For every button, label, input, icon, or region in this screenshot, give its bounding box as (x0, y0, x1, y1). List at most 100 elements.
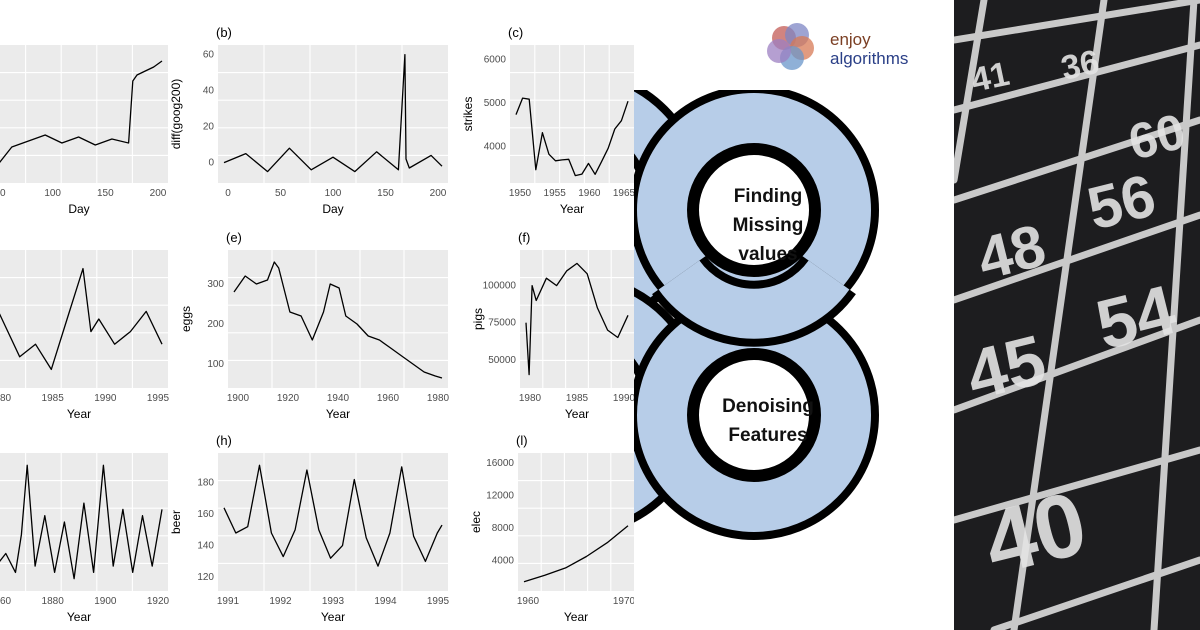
y-tick-label: 140 (197, 541, 214, 552)
y-tick-label: 20 (203, 122, 215, 133)
x-tick-label: 1980 (0, 393, 12, 404)
ring-bottom-line-2: Features (728, 425, 807, 446)
x-tick-label: 50 (275, 188, 287, 199)
plot-background (510, 45, 634, 183)
x-axis-label: Year (67, 407, 91, 421)
chart-panel: 0 50 100 150 200 0 20 40 60 Day diff(goog200) (b) (169, 25, 448, 216)
series-line (223, 464, 443, 567)
y-tick-label: 180 (197, 478, 214, 489)
x-axis-label: Day (322, 202, 343, 216)
x-tick-label: 150 (377, 188, 394, 199)
y-tick-label: 16000 (486, 458, 514, 469)
chart-panel: 1980 1985 1990 1995 Year (0, 250, 170, 421)
x-tick-label: 100 (325, 188, 342, 199)
x-axis-label: Year (564, 610, 588, 624)
plot-background (520, 250, 634, 388)
x-tick-label: 1965 (613, 188, 634, 199)
x-tick-label: 1960 (578, 188, 601, 199)
x-axis-label: Day (68, 202, 89, 216)
x-tick-label: 1960 (517, 596, 540, 607)
photo-number: 41 (968, 55, 1013, 100)
photo-number: 54 (1089, 270, 1183, 365)
y-tick-label: 75000 (488, 318, 516, 329)
chart-panel: 1960 1970 4000 8000 12000 16000 Year elec (l) (469, 433, 634, 624)
logo-icon (767, 23, 814, 70)
x-tick-label: 1980 (519, 393, 542, 404)
y-tick-label: 200 (207, 319, 224, 330)
y-axis-label: elec (469, 511, 483, 533)
chart-panel: 50 100 150 200 Day (0, 45, 168, 216)
x-tick-label: 1920 (147, 596, 170, 607)
photo-number: 36 (1058, 43, 1103, 88)
y-tick-label: 120 (197, 572, 214, 583)
series-line (525, 262, 629, 376)
y-tick-label: 0 (208, 158, 214, 169)
photo-number: 48 (971, 211, 1052, 292)
panel-label: (l) (516, 433, 528, 448)
series-line (515, 97, 629, 177)
logo-text: enjoy algorithms (830, 30, 908, 68)
x-tick-label: 1992 (269, 596, 292, 607)
panel-label: (e) (226, 230, 242, 245)
x-tick-label: 1990 (94, 393, 117, 404)
photo-number: 45 (959, 320, 1053, 415)
x-axis-label: Year (326, 407, 350, 421)
plot-background (218, 45, 448, 183)
series-line (0, 60, 163, 163)
y-tick-label: 6000 (484, 55, 507, 66)
y-tick-label: 100000 (483, 281, 517, 292)
x-tick-label: 1985 (42, 393, 65, 404)
x-tick-label: 1980 (427, 393, 450, 404)
x-axis-label: Year (565, 407, 589, 421)
x-tick-label: 1995 (427, 596, 450, 607)
x-tick-label: 1985 (566, 393, 589, 404)
panel-label: (b) (216, 25, 232, 40)
series-line (233, 261, 443, 379)
y-tick-label: 12000 (486, 491, 514, 502)
logo-line-2: algorithms (830, 49, 909, 68)
chart-panel: 1980 1985 1990 50000 75000 100000 Year pigs (f) (471, 230, 634, 421)
y-tick-label: 50000 (488, 355, 516, 366)
x-axis-label: Year (560, 202, 584, 216)
series-line (223, 53, 443, 173)
x-tick-label: 1994 (374, 596, 397, 607)
y-axis-label: diff(goog200) (169, 79, 183, 150)
x-tick-label: 1970 (613, 596, 634, 607)
y-tick-label: 40 (203, 86, 215, 97)
chart-panel: 1950 1955 1960 1965 4000 5000 6000 Year strikes (… (461, 25, 634, 216)
x-tick-label: 1950 (509, 188, 532, 199)
series-line (0, 267, 163, 371)
y-tick-label: 4000 (484, 142, 507, 153)
x-tick-label: 1955 (544, 188, 567, 199)
x-tick-label: 1880 (42, 596, 65, 607)
hopscotch-photo: 41 36 48 56 45 54 40 60 (954, 0, 1200, 630)
chart-panel: 1860 1880 1900 1920 Year (0, 453, 170, 624)
x-tick-label: 1860 (0, 596, 12, 607)
y-tick-label: 5000 (484, 98, 507, 109)
photo-number: 40 (975, 473, 1096, 594)
y-tick-label: 60 (203, 50, 215, 61)
chart-panel: 1991 1992 1993 1994 1995 120 140 160 180 Year beer… (169, 433, 450, 624)
panel-label: (f) (518, 230, 530, 245)
x-tick-label: 200 (150, 188, 167, 199)
x-tick-label: 1940 (327, 393, 350, 404)
y-tick-label: 160 (197, 509, 214, 520)
x-tick-label: 0 (225, 188, 231, 199)
asphalt-numbers-image: 41 36 48 56 45 54 40 60 (954, 0, 1200, 630)
photo-number: 60 (1123, 103, 1191, 171)
series-line (0, 464, 163, 580)
ring-top-line-2: Missing (733, 215, 804, 236)
photo-number: 56 (1081, 161, 1162, 242)
x-tick-label: 100 (44, 188, 61, 199)
plot-background (218, 453, 448, 591)
logo-line-1: enjoy (830, 30, 871, 49)
x-tick-label: 1991 (217, 596, 240, 607)
y-axis-label: eggs (179, 306, 193, 332)
ring-top-line-1: Finding (734, 186, 803, 207)
y-tick-label: 4000 (492, 556, 515, 567)
x-tick-label: 1995 (147, 393, 170, 404)
plot-background (518, 453, 634, 591)
rings-diagram: Finding Missing values Denoising Feature… (634, 90, 879, 540)
panel-label: (h) (216, 433, 232, 448)
chart-panel: 1900 1920 1940 1960 1980 100 200 300 Year eggs (e) (179, 230, 450, 421)
